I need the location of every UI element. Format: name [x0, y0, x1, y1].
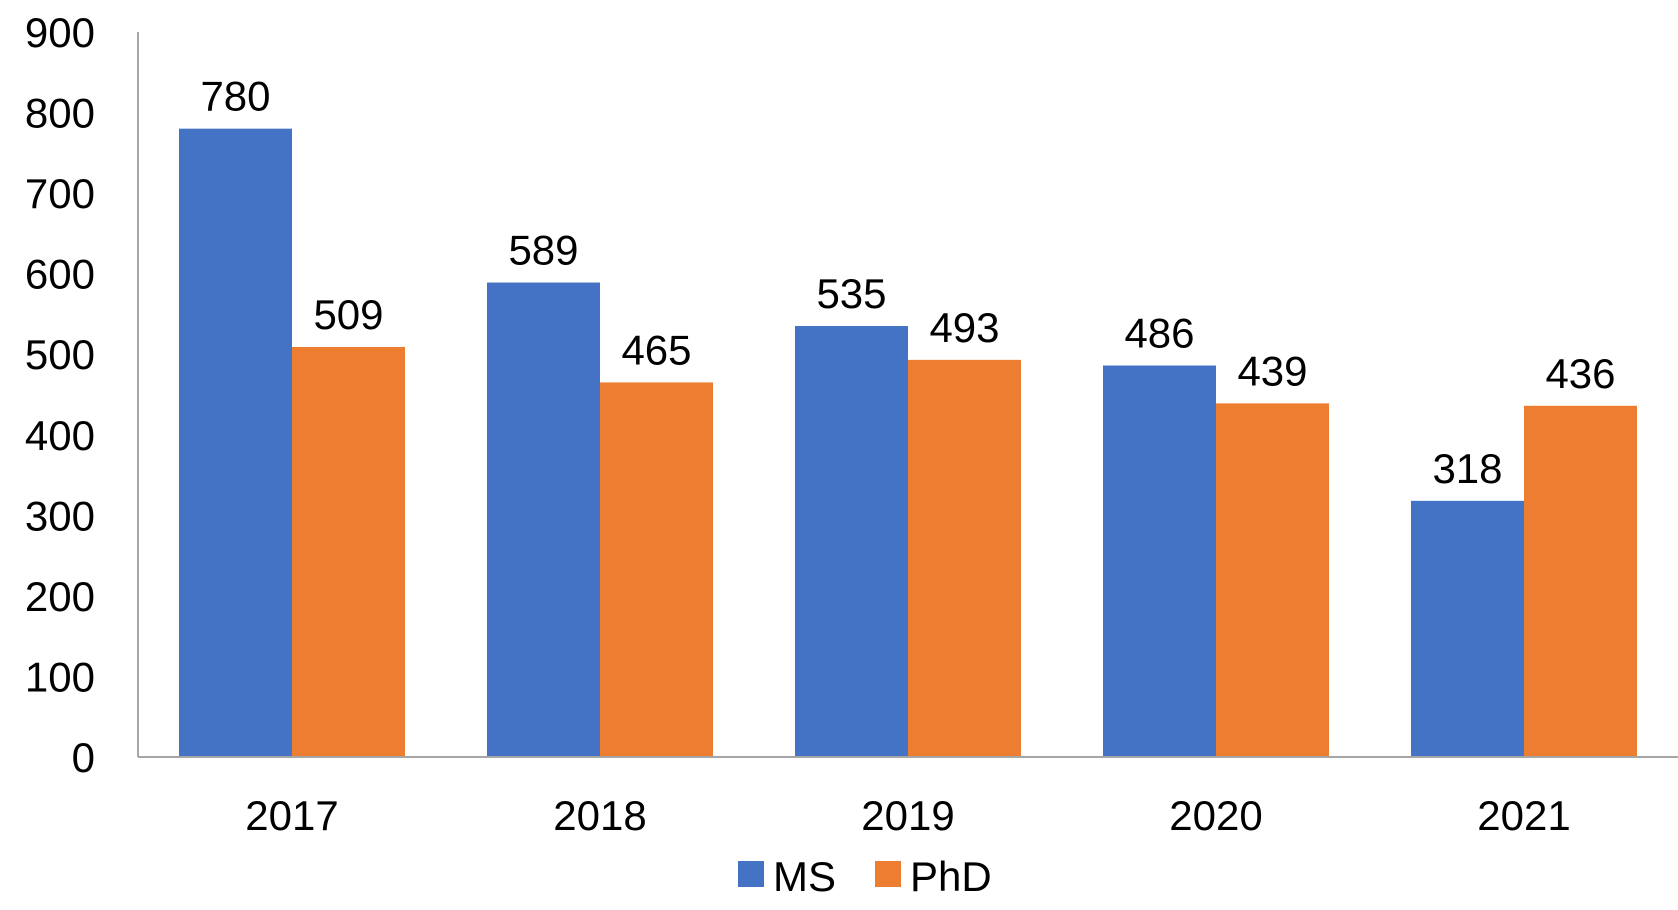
- y-tick-label-900: 900: [25, 9, 95, 56]
- data-label-phd-2020: 439: [1237, 347, 1307, 394]
- data-label-ms-2018: 589: [508, 227, 578, 274]
- y-axis-ticks: 0 100 200 300 400 500 600 700 800 900: [25, 9, 95, 781]
- bar-ms-2021: [1411, 500, 1524, 757]
- y-tick-label-400: 400: [25, 412, 95, 459]
- bar-phd-2018: [600, 382, 713, 757]
- bar-ms-2018: [487, 282, 600, 757]
- data-label-phd-2019: 493: [929, 304, 999, 351]
- bar-ms-2020: [1103, 365, 1216, 757]
- data-labels: 780 509 589 465 535 493 486 439 318 436: [200, 73, 1615, 492]
- x-axis-ticks: 2017 2018 2019 2020 2021: [245, 792, 1570, 839]
- y-tick-label-600: 600: [25, 251, 95, 298]
- x-tick-label-2021: 2021: [1477, 792, 1570, 839]
- y-tick-label-200: 200: [25, 573, 95, 620]
- legend-swatch-phd: [875, 861, 901, 887]
- y-tick-label-300: 300: [25, 492, 95, 539]
- bar-phd-2021: [1524, 405, 1637, 757]
- y-tick-label-800: 800: [25, 90, 95, 137]
- x-tick-label-2017: 2017: [245, 792, 338, 839]
- bars: [179, 128, 1637, 757]
- x-tick-label-2019: 2019: [861, 792, 954, 839]
- bar-ms-2017: [179, 128, 292, 757]
- bar-phd-2020: [1216, 403, 1329, 757]
- y-tick-label-0: 0: [72, 734, 95, 781]
- bar-phd-2017: [292, 346, 405, 757]
- axes: [137, 32, 1678, 758]
- bar-phd-2019: [908, 359, 1021, 757]
- data-label-ms-2017: 780: [200, 73, 270, 120]
- x-tick-label-2020: 2020: [1169, 792, 1262, 839]
- legend-label-ms: MS: [773, 853, 836, 900]
- y-tick-label-700: 700: [25, 170, 95, 217]
- legend-swatch-ms: [738, 861, 764, 887]
- data-label-ms-2019: 535: [816, 270, 886, 317]
- data-label-phd-2018: 465: [621, 326, 691, 373]
- legend-label-phd: PhD: [910, 853, 992, 900]
- y-tick-label-500: 500: [25, 331, 95, 378]
- x-tick-label-2018: 2018: [553, 792, 646, 839]
- data-label-ms-2020: 486: [1124, 310, 1194, 357]
- y-tick-label-100: 100: [25, 653, 95, 700]
- data-label-phd-2021: 436: [1545, 350, 1615, 397]
- data-label-phd-2017: 509: [313, 291, 383, 338]
- data-label-ms-2021: 318: [1432, 445, 1502, 492]
- bar-ms-2019: [795, 326, 908, 757]
- legend: MS PhD: [738, 853, 992, 900]
